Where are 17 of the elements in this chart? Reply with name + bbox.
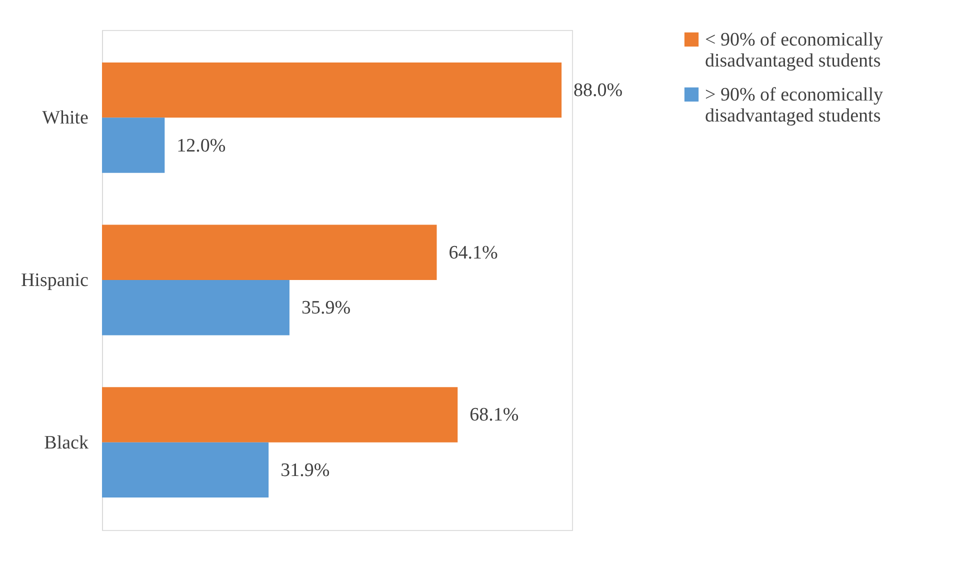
y-tick-label: Hispanic [20, 270, 88, 291]
data-label: 35.9% [301, 298, 351, 319]
bar [102, 62, 562, 118]
bar [102, 118, 165, 173]
legend-label: > 90% of economically disadvantaged students [705, 84, 884, 126]
bar [102, 280, 290, 336]
data-label: 68.1% [470, 404, 519, 426]
data-label: 31.9% [280, 460, 330, 481]
bar [102, 387, 458, 442]
data-label: 64.1% [448, 242, 498, 264]
y-tick-label: Black [44, 432, 89, 454]
data-label: 12.0% [176, 135, 226, 156]
legend-label: < 90% of economically disadvantaged students [705, 30, 884, 72]
y-tick-label: White [42, 108, 88, 129]
data-label: 88.0% [574, 80, 623, 102]
bar [102, 224, 437, 280]
bar [102, 442, 269, 498]
